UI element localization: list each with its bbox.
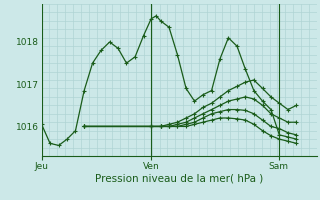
X-axis label: Pression niveau de la mer( hPa ): Pression niveau de la mer( hPa ) [95, 173, 263, 183]
